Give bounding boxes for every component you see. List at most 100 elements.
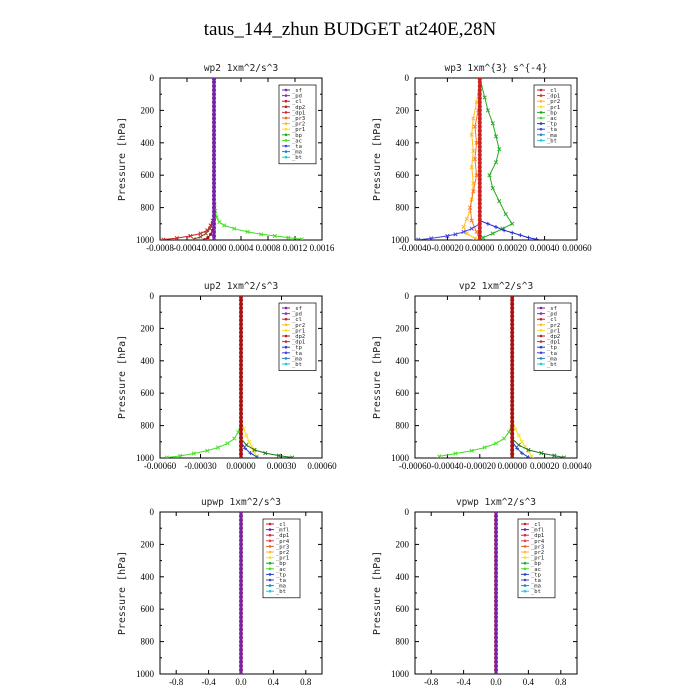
legend-marker xyxy=(284,99,288,103)
legend-marker xyxy=(284,122,288,125)
chart-title: wp3 1xm^{3} s^{-4} xyxy=(445,63,548,74)
legend-label: _pd xyxy=(547,312,557,318)
data-point xyxy=(477,80,482,85)
y-tick-label: 600 xyxy=(141,604,155,614)
legend-label: _ma xyxy=(276,584,286,590)
chart-svg: up2 1xm^2/s^3 Pressure [hPa] 0 200 400 600 800… xyxy=(117,281,337,471)
data-point xyxy=(494,225,498,230)
data-point xyxy=(239,456,243,458)
data-point xyxy=(212,132,216,137)
y-tick-label: 1000 xyxy=(391,453,410,463)
series-group xyxy=(416,78,539,240)
series-line-pr1 xyxy=(240,296,258,457)
x-tick-label: 0.0 xyxy=(490,677,502,687)
data-point xyxy=(259,232,264,237)
legend-label: _bp xyxy=(292,133,302,139)
data-point xyxy=(477,148,482,153)
data-point xyxy=(239,411,243,416)
legend-marker xyxy=(523,573,527,576)
y-tick-label: 400 xyxy=(396,572,410,582)
chart-svg: upwp 1xm^2/s^3 Pressure [hPa] 0 200 400 600 80… xyxy=(117,497,323,687)
data-point xyxy=(477,144,482,149)
legend-marker xyxy=(523,545,527,548)
data-point xyxy=(510,419,515,424)
data-point xyxy=(239,439,243,444)
data-point xyxy=(212,128,216,133)
legend-marker xyxy=(539,139,543,142)
data-point xyxy=(510,439,515,444)
legend-marker xyxy=(284,155,288,159)
data-point xyxy=(212,136,216,141)
legend-marker xyxy=(284,116,288,120)
legend-label: _tp xyxy=(547,345,557,351)
data-point xyxy=(482,445,487,450)
legend-marker xyxy=(284,317,288,321)
legend-label: _bp xyxy=(276,561,286,567)
data-point xyxy=(510,298,515,303)
data-point xyxy=(239,350,243,355)
y-axis-label: Pressure [hPa] xyxy=(117,335,128,419)
data-point xyxy=(469,226,474,231)
data-point xyxy=(518,233,523,238)
data-point xyxy=(212,181,216,186)
data-point xyxy=(453,451,458,456)
legend-marker xyxy=(539,99,543,103)
legend-label: _bp xyxy=(531,561,541,567)
legend-label: _pd xyxy=(292,312,302,318)
legend: _cl_dp1_pr2_pr1_bp_ac_tp_ta_ma_bt xyxy=(533,84,572,148)
data-point xyxy=(212,213,216,218)
data-point xyxy=(477,112,482,117)
data-point xyxy=(469,448,474,453)
x-tick-label: 0.00040 xyxy=(562,461,592,471)
legend-marker xyxy=(539,127,543,131)
data-point xyxy=(472,156,478,162)
y-tick-label: 400 xyxy=(396,138,410,148)
data-point xyxy=(510,415,515,420)
data-point xyxy=(239,443,243,448)
data-point xyxy=(477,238,482,240)
legend-marker xyxy=(523,556,527,559)
data-point xyxy=(510,342,515,347)
data-point xyxy=(510,427,515,432)
series-group xyxy=(494,512,498,674)
data-point xyxy=(239,451,243,456)
page-title: taus_144_zhun BUDGET at240E,28N xyxy=(203,19,497,40)
y-axis-label: Pressure [hPa] xyxy=(372,551,383,635)
legend-label: _cl xyxy=(547,88,557,94)
chart-panel-vpwp: vpwp 1xm^2/s^3 Pressure [hPa] 0 200 400 600 80… xyxy=(355,492,605,697)
data-point xyxy=(480,235,486,240)
data-point xyxy=(244,433,249,438)
series-line-ta xyxy=(418,78,481,240)
x-tick-label: 0.00000 xyxy=(465,243,495,253)
chart-title: vpwp 1xm^2/s^3 xyxy=(456,497,536,508)
data-point xyxy=(212,144,216,149)
data-point xyxy=(212,78,216,80)
data-point xyxy=(510,395,515,400)
data-point xyxy=(212,80,216,85)
legend-label: _ma xyxy=(547,356,557,362)
x-tick-label: 0.0000 xyxy=(202,243,227,253)
y-tick-label: 0 xyxy=(150,291,155,301)
data-point xyxy=(510,370,515,375)
y-axis-label: Pressure [hPa] xyxy=(117,117,128,201)
data-point xyxy=(239,314,243,319)
series-line-tp xyxy=(479,78,537,240)
data-point xyxy=(497,199,502,204)
legend-marker xyxy=(539,317,543,321)
legend-marker xyxy=(523,533,527,537)
data-point xyxy=(477,201,482,206)
legend-marker xyxy=(523,561,527,565)
legend-marker xyxy=(284,111,288,114)
legend-marker xyxy=(284,306,288,310)
legend-marker xyxy=(268,589,272,593)
x-tick-label: 0.00060 xyxy=(307,461,337,471)
data-point xyxy=(212,217,216,222)
x-tick-label: 0.00060 xyxy=(562,243,592,253)
data-point xyxy=(510,310,515,315)
legend-marker xyxy=(523,528,527,531)
legend-label: _dp1 xyxy=(292,110,305,116)
data-point xyxy=(212,88,216,93)
chart-title: vp2 1xm^2/s^3 xyxy=(459,281,533,292)
legend-marker xyxy=(268,561,272,565)
x-tick-label: -0.00030 xyxy=(184,461,217,471)
